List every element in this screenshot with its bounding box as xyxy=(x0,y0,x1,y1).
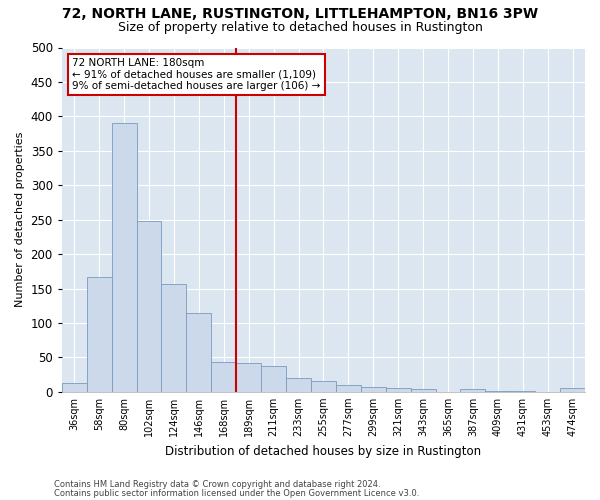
Bar xyxy=(112,123,137,392)
Bar xyxy=(161,284,187,392)
Bar xyxy=(62,383,87,392)
Bar xyxy=(510,391,535,392)
Text: 72 NORTH LANE: 180sqm
← 91% of detached houses are smaller (1,109)
9% of semi-de: 72 NORTH LANE: 180sqm ← 91% of detached … xyxy=(72,58,320,91)
Bar xyxy=(87,277,112,392)
Bar xyxy=(286,378,311,392)
Bar xyxy=(386,388,410,392)
Bar xyxy=(410,389,436,392)
Bar xyxy=(361,387,386,392)
Y-axis label: Number of detached properties: Number of detached properties xyxy=(15,132,25,308)
Bar xyxy=(336,385,361,392)
Text: 72, NORTH LANE, RUSTINGTON, LITTLEHAMPTON, BN16 3PW: 72, NORTH LANE, RUSTINGTON, LITTLEHAMPTO… xyxy=(62,8,538,22)
Text: Contains public sector information licensed under the Open Government Licence v3: Contains public sector information licen… xyxy=(54,489,419,498)
Bar xyxy=(485,391,510,392)
X-axis label: Distribution of detached houses by size in Rustington: Distribution of detached houses by size … xyxy=(166,444,481,458)
Bar xyxy=(311,381,336,392)
Bar xyxy=(460,389,485,392)
Text: Size of property relative to detached houses in Rustington: Size of property relative to detached ho… xyxy=(118,21,482,34)
Bar xyxy=(261,366,286,392)
Text: Contains HM Land Registry data © Crown copyright and database right 2024.: Contains HM Land Registry data © Crown c… xyxy=(54,480,380,489)
Bar xyxy=(236,363,261,392)
Bar xyxy=(560,388,585,392)
Bar xyxy=(137,221,161,392)
Bar xyxy=(211,362,236,392)
Bar xyxy=(187,312,211,392)
